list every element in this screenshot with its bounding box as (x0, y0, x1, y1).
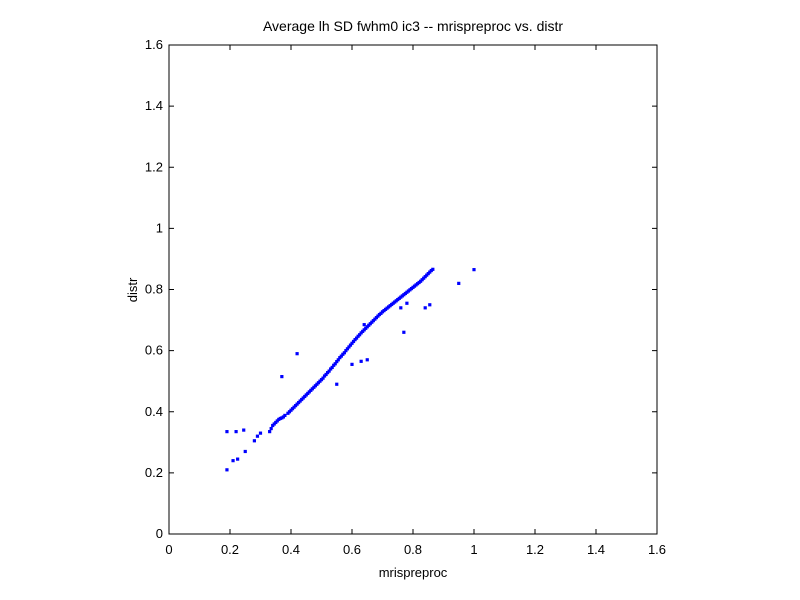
data-point (351, 339, 356, 344)
data-point (242, 428, 246, 432)
y-tick-label: 1 (156, 220, 163, 235)
data-point (268, 430, 272, 434)
x-tick-label: 1.2 (526, 542, 544, 557)
data-point (321, 376, 325, 380)
data-point (358, 333, 362, 337)
y-tick-label: 0.6 (145, 343, 163, 358)
data-point (269, 426, 273, 431)
x-axis-ticks: 0 0.2 0.4 0.6 0.8 1 1.2 1.4 1.6 (165, 45, 666, 557)
data-point (295, 352, 299, 356)
data-point (344, 349, 348, 353)
data-point (258, 431, 263, 435)
x-tick-label: 1 (470, 542, 477, 557)
chart-title: Average lh SD fwhm0 ic3 -- mrispreproc v… (263, 18, 563, 34)
scatter-points (225, 267, 476, 472)
data-point (347, 345, 351, 349)
y-axis-ticks: 0 0.2 0.4 0.6 0.8 1 1.2 1.4 1.6 (145, 37, 657, 541)
y-tick-label: 1.2 (145, 159, 163, 174)
x-tick-label: 1.6 (648, 542, 666, 557)
data-point (255, 434, 260, 438)
data-point (234, 430, 238, 434)
x-tick-label: 0.6 (343, 542, 361, 557)
data-point (280, 375, 284, 379)
data-point (243, 449, 247, 454)
data-point (457, 281, 461, 285)
data-point (236, 457, 240, 461)
data-point (231, 459, 235, 463)
data-point (335, 382, 339, 386)
data-point (225, 430, 229, 434)
data-point (345, 347, 350, 351)
data-point (428, 303, 432, 307)
data-point (354, 336, 359, 340)
data-point (283, 413, 287, 418)
axes: 0 0.2 0.4 0.6 0.8 1 1.2 1.4 1.6 0 0.2 0.4 0.6 0.8 1 1.… (145, 37, 666, 557)
data-point (252, 439, 256, 443)
data-point (405, 301, 409, 305)
data-point (333, 362, 337, 366)
data-point (335, 360, 339, 364)
data-point (362, 323, 366, 327)
data-point (350, 341, 354, 345)
data-point (402, 330, 406, 334)
data-point (330, 365, 334, 370)
data-point (225, 468, 229, 472)
x-tick-label: 0.8 (404, 542, 422, 557)
data-point (359, 359, 363, 363)
data-point (327, 369, 331, 373)
data-point (472, 268, 476, 272)
y-tick-label: 0.4 (145, 404, 163, 419)
x-tick-label: 0.2 (221, 542, 239, 557)
y-axis-label: distr (125, 277, 140, 302)
x-tick-label: 0 (165, 542, 172, 557)
y-tick-label: 0 (156, 526, 163, 541)
data-point (365, 358, 369, 362)
y-tick-label: 0.8 (145, 282, 163, 297)
x-tick-label: 0.4 (282, 542, 300, 557)
data-point (348, 343, 353, 347)
x-axis-label: mrispreproc (379, 565, 448, 580)
x-tick-label: 1.4 (587, 542, 605, 557)
data-point (423, 306, 427, 310)
data-point (399, 306, 403, 310)
y-tick-label: 0.2 (145, 465, 163, 480)
data-point (336, 358, 340, 362)
data-point (431, 267, 435, 271)
data-point (339, 354, 343, 358)
y-tick-label: 1.6 (145, 37, 163, 52)
y-tick-label: 1.4 (145, 98, 163, 113)
data-point (342, 351, 346, 355)
data-point (324, 372, 328, 377)
data-point (350, 362, 354, 366)
